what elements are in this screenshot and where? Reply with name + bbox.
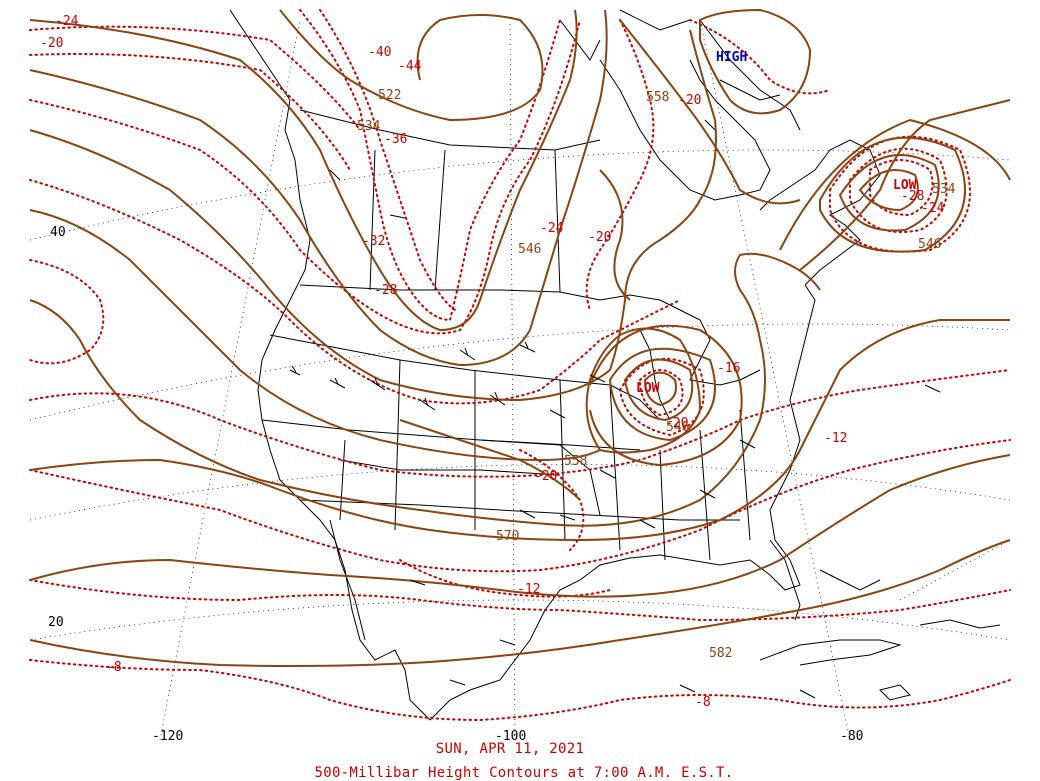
lon-label: -80 [840,729,863,744]
temp-label: -8 [695,695,711,710]
temp-label: -36 [384,132,407,147]
height-label: 546 [518,242,541,257]
lat-label: 20 [48,615,64,630]
contour-labels: 40 20 -120 -100 -80 HIGH LOW LOW 522 534… [40,14,956,744]
height-label: 534 [357,119,381,134]
temp-label: -20 [588,230,611,245]
low-pressure-label: LOW [893,178,917,193]
temp-label: -16 [717,361,740,376]
temp-label: -28 [374,283,397,298]
temp-label: -20 [665,416,688,431]
height-label: 534 [932,182,956,197]
height-label: 558 [646,90,669,105]
temp-label: -12 [517,582,540,597]
temp-label: -24 [55,14,79,29]
height-label: 582 [709,646,732,661]
temp-label: -44 [398,59,422,74]
temp-label: -24 [921,201,945,216]
wind-barbs [289,119,941,699]
map-date: SUN, APR 11, 2021 [435,741,585,757]
temp-label: -24 [540,221,564,236]
map-title: 500-Millibar Height Contours at 7:00 A.M… [314,765,734,781]
temp-label: -12 [824,431,847,446]
temp-label: -20 [678,93,701,108]
lon-label: -100 [495,729,526,744]
low-pressure-label: LOW [636,381,660,396]
temp-label: -40 [368,45,391,60]
lat-label: 40 [50,225,66,240]
temperature-contours [29,9,1011,722]
height-label: 570 [496,529,519,544]
height-contours [29,8,1011,667]
height-label: 546 [666,420,689,435]
height-label: 522 [378,88,401,103]
temp-label: -32 [362,234,385,249]
temp-label: -20 [40,36,63,51]
height-label: 546 [918,237,941,252]
height-label: 558 [564,454,587,469]
temp-label: -8 [106,660,122,675]
high-pressure-label: HIGH [716,50,747,65]
lon-label: -120 [152,729,183,744]
temp-label: -28 [901,189,924,204]
temp-label: -20 [534,469,557,484]
graticule [29,19,1011,741]
